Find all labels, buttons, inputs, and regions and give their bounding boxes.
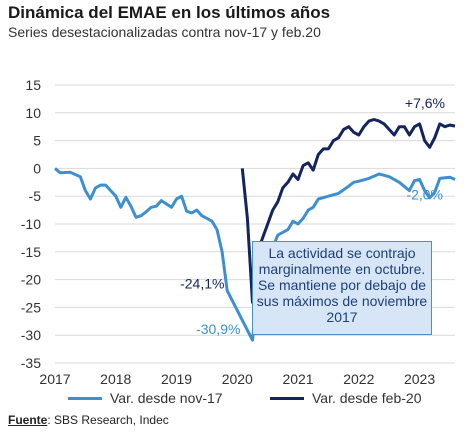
- x-tick-label: 2023: [404, 371, 435, 387]
- legend-swatch-nov17: [68, 396, 102, 400]
- y-tick-label: -5: [29, 188, 42, 204]
- chart-subtitle: Series desestacionalizadas contra nov-17…: [8, 24, 321, 40]
- y-tick-label: -15: [21, 244, 41, 260]
- y-tick-label: 15: [25, 77, 41, 93]
- legend-swatch-feb20: [270, 396, 304, 400]
- source-note: Fuente: SBS Research, Indec: [8, 413, 169, 427]
- x-tick-label: 2019: [161, 371, 192, 387]
- y-tick-label: -25: [21, 299, 41, 315]
- x-tick-label: 2018: [100, 371, 131, 387]
- legend-item-feb20: Var. desde feb-20: [270, 390, 421, 406]
- x-tick-label: 2017: [39, 371, 70, 387]
- annotation-label: +7,6%: [405, 95, 445, 111]
- x-axis-ticks: 2017 2018 2019 2020 2021 2022 2023: [39, 371, 435, 387]
- y-tick-label: -10: [21, 216, 41, 232]
- series-lines: [54, 118, 456, 342]
- series-line-nov17: [54, 167, 456, 342]
- legend-label-feb20: Var. desde feb-20: [312, 390, 422, 406]
- series-line-feb20: [240, 118, 456, 304]
- source-text: : SBS Research, Indec: [47, 413, 169, 427]
- x-tick-label: 2021: [282, 371, 313, 387]
- x-tick-label: 2022: [343, 371, 374, 387]
- callout-box: La actividad se contrajo marginalmente e…: [252, 241, 432, 335]
- y-tick-label: -20: [21, 272, 41, 288]
- annotation-label: -2,0%: [406, 187, 443, 203]
- annotations: +7,6% -2,0% -24,1% -30,9%: [180, 95, 445, 337]
- annotation-label: -24,1%: [180, 275, 224, 291]
- y-axis-ticks: 15 10 5 0 -5 -10 -15 -20 -25 -30 -35: [21, 77, 41, 371]
- y-tick-label: -30: [21, 327, 41, 343]
- y-tick-label: 5: [33, 133, 41, 149]
- x-tick-label: 2020: [222, 371, 253, 387]
- y-tick-label: 10: [25, 105, 41, 121]
- y-tick-label: -35: [21, 355, 41, 371]
- annotation-label: -30,9%: [196, 321, 240, 337]
- source-label: Fuente: [8, 413, 48, 427]
- legend-item-nov17: Var. desde nov-17: [68, 390, 223, 406]
- chart-title: Dinámica del EMAE en los últimos años: [8, 3, 331, 22]
- y-tick-label: 0: [33, 160, 41, 176]
- legend-label-nov17: Var. desde nov-17: [110, 390, 223, 406]
